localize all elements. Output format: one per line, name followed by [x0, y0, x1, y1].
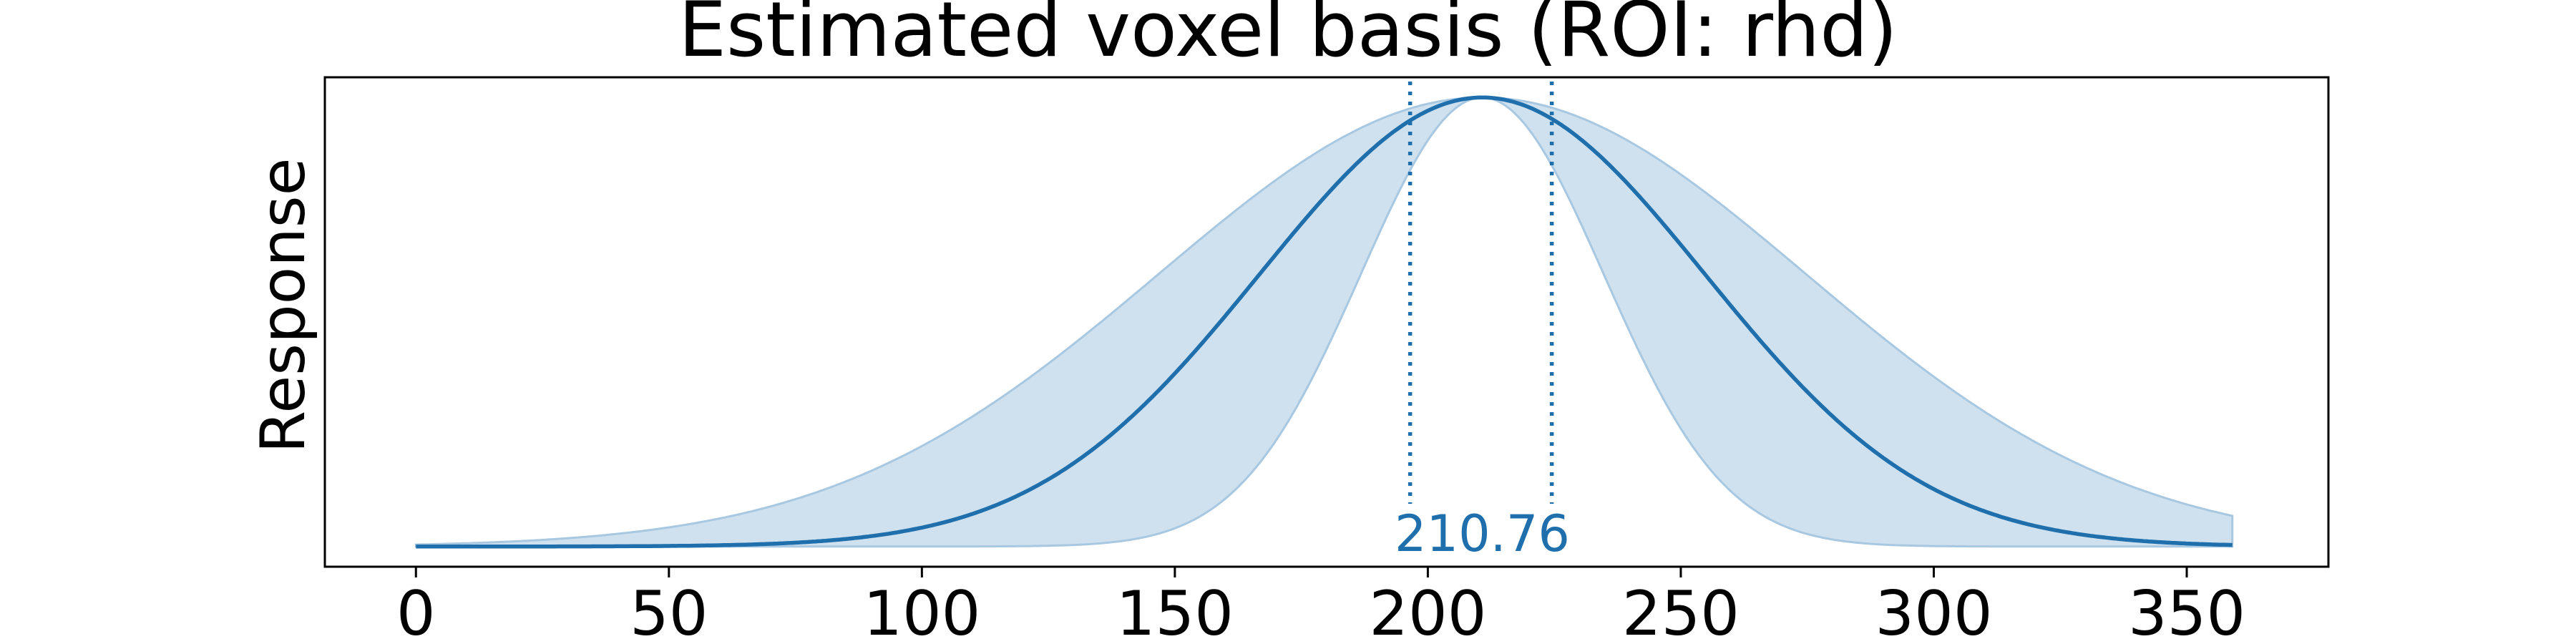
x-tick-label-0: 0 [396, 578, 436, 644]
x-axis: 0 50 100 150 200 250 300 350 [396, 567, 2245, 644]
x-tick-label-4: 200 [1369, 578, 1486, 644]
plot-area: 210.76 [416, 82, 2232, 567]
y-axis-label: Response [248, 157, 319, 453]
x-tick-label-6: 300 [1875, 578, 1992, 644]
x-tick-label-5: 250 [1622, 578, 1740, 644]
chart-title: Estimated voxel basis (ROI: rhd) [678, 0, 1898, 74]
x-tick-label-3: 150 [1116, 578, 1234, 644]
uncertainty-band [416, 97, 2232, 547]
x-tick-label-1: 50 [630, 578, 708, 644]
x-tick-label-7: 350 [2128, 578, 2245, 644]
x-tick-label-2: 100 [863, 578, 980, 644]
peak-label: 210.76 [1395, 504, 1570, 563]
